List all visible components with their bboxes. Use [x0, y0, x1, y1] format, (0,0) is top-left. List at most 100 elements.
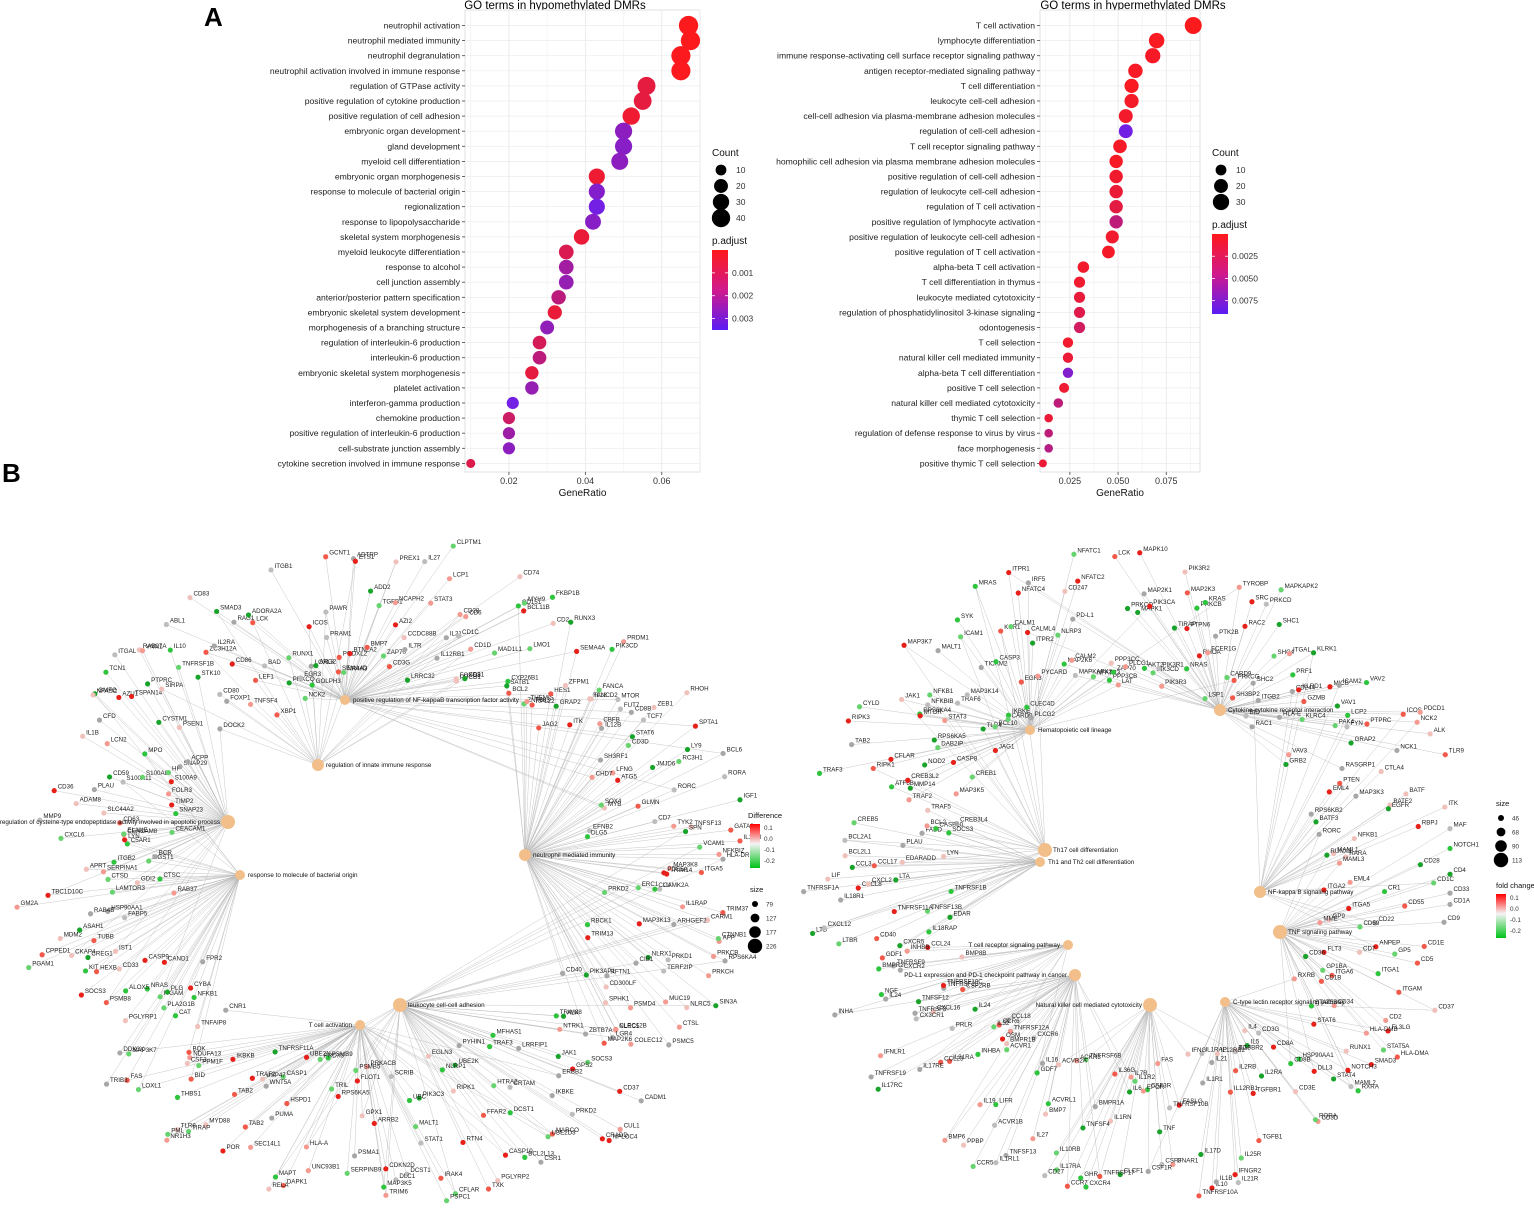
- network-edge: [1279, 931, 1359, 1091]
- network-edge: [344, 657, 438, 701]
- gene-node: [640, 717, 647, 723]
- term-dot: [1109, 169, 1123, 184]
- gene-node: [376, 602, 382, 609]
- gene-node: [142, 957, 148, 963]
- gene-label: PRKD2: [576, 1107, 597, 1114]
- network-edge: [119, 874, 241, 1054]
- network-edge: [1259, 813, 1312, 893]
- network-edge: [344, 651, 577, 701]
- gene-label: CD63: [123, 816, 139, 823]
- gene-node: [925, 702, 931, 708]
- gene-node: [1031, 1035, 1037, 1041]
- gene-node: [906, 797, 912, 803]
- gene-label: PGAM1: [32, 961, 54, 968]
- color-legend-tick: -0.2: [1510, 928, 1521, 935]
- gene-label: SIN3A: [719, 999, 738, 1006]
- network-edge: [1219, 601, 1253, 711]
- gene-label: RAB37: [177, 886, 197, 893]
- network-edge: [1149, 1004, 1170, 1108]
- gene-node: [1414, 960, 1421, 966]
- pathway-node: [1025, 725, 1035, 735]
- network-edge: [99, 719, 229, 823]
- network-edge: [1224, 1001, 1347, 1052]
- gene-node: [948, 888, 954, 895]
- gene-label: GCNT1: [329, 550, 351, 557]
- gene-node: [401, 634, 407, 641]
- network-edge: [873, 729, 1031, 769]
- pathway-label: Hematopoietic cell lineage: [1038, 727, 1112, 734]
- network-edge: [524, 689, 600, 856]
- gene-label: LYN: [947, 850, 959, 857]
- gene-node: [1112, 553, 1118, 560]
- gene-label: CD4: [1454, 867, 1467, 874]
- gene-node: [915, 999, 922, 1005]
- network-edge: [1186, 628, 1221, 711]
- gene-node: [838, 897, 844, 903]
- gene-node: [164, 1137, 170, 1143]
- network-edge: [524, 706, 557, 856]
- gene-node: [998, 628, 1004, 634]
- gene-label: NCAPH2: [399, 596, 425, 603]
- gene-label: STAT3: [434, 596, 453, 603]
- network-edge: [115, 874, 241, 952]
- network-edge: [142, 650, 229, 823]
- gene-label: JAG1: [999, 743, 1015, 750]
- gene-node: [1005, 712, 1012, 718]
- gene-label: PML: [171, 1127, 184, 1134]
- network-edge: [1279, 931, 1398, 1058]
- gene-node: [1004, 1041, 1010, 1047]
- gene-node: [1339, 765, 1345, 772]
- gene-node: [73, 800, 79, 807]
- gene-node: [45, 892, 51, 898]
- gene-node: [1126, 1089, 1133, 1095]
- gene-node: [870, 765, 876, 772]
- gene-label: IL10RB: [1060, 1146, 1081, 1153]
- gene-label: BCL11B: [527, 604, 550, 611]
- gene-label: CCL23: [944, 1055, 964, 1062]
- gene-node: [1373, 944, 1379, 950]
- network-edge: [288, 657, 346, 701]
- pathway-node: [1143, 998, 1157, 1012]
- network-edge: [1279, 931, 1325, 953]
- gene-node: [1347, 879, 1353, 885]
- network-edge: [995, 729, 1031, 751]
- network-edge: [113, 821, 229, 863]
- gene-label: CD28: [464, 608, 480, 615]
- gene-label: INHA: [838, 1008, 854, 1015]
- network-edge: [1085, 1004, 1151, 1188]
- gene-label: CD36: [58, 784, 74, 791]
- gene-node: [1326, 917, 1332, 923]
- network-edge: [81, 874, 241, 996]
- gene-label: TNFRSF6B: [1089, 1053, 1121, 1060]
- network-edge: [399, 912, 723, 1006]
- network-edge: [122, 781, 229, 823]
- gene-node: [666, 1042, 672, 1048]
- gene-label: MAP3K5: [387, 1180, 412, 1187]
- network-edge: [524, 854, 723, 860]
- gene-node: [491, 650, 498, 656]
- gene-label: TNFSF13: [1009, 1148, 1036, 1155]
- gene-node: [809, 930, 816, 937]
- gene-node: [1447, 871, 1453, 877]
- network-edge: [957, 619, 1031, 731]
- gene-label: SNAP23: [179, 807, 203, 814]
- gene-node: [1380, 1047, 1387, 1053]
- size-legend-label: 177: [766, 930, 777, 937]
- network-edge: [250, 1024, 361, 1148]
- gene-label: BMP7: [371, 640, 388, 647]
- network-edge: [929, 694, 1031, 731]
- gene-node: [1238, 1155, 1244, 1161]
- gene-label: PIK3R3: [1165, 679, 1187, 686]
- gene-label: CXCL8: [862, 881, 883, 888]
- network-edge: [524, 854, 666, 1003]
- gene-node: [1155, 1060, 1161, 1067]
- gene-label: ITGA2: [1327, 883, 1345, 890]
- gene-node: [1083, 1184, 1089, 1190]
- network-edge: [175, 813, 229, 823]
- gene-label: TGFB1: [383, 599, 403, 606]
- gene-node: [159, 686, 165, 692]
- network-edge: [1259, 689, 1299, 893]
- gene-node: [418, 1140, 424, 1146]
- network-edge: [1224, 1001, 1334, 1080]
- network-edge: [1187, 592, 1221, 711]
